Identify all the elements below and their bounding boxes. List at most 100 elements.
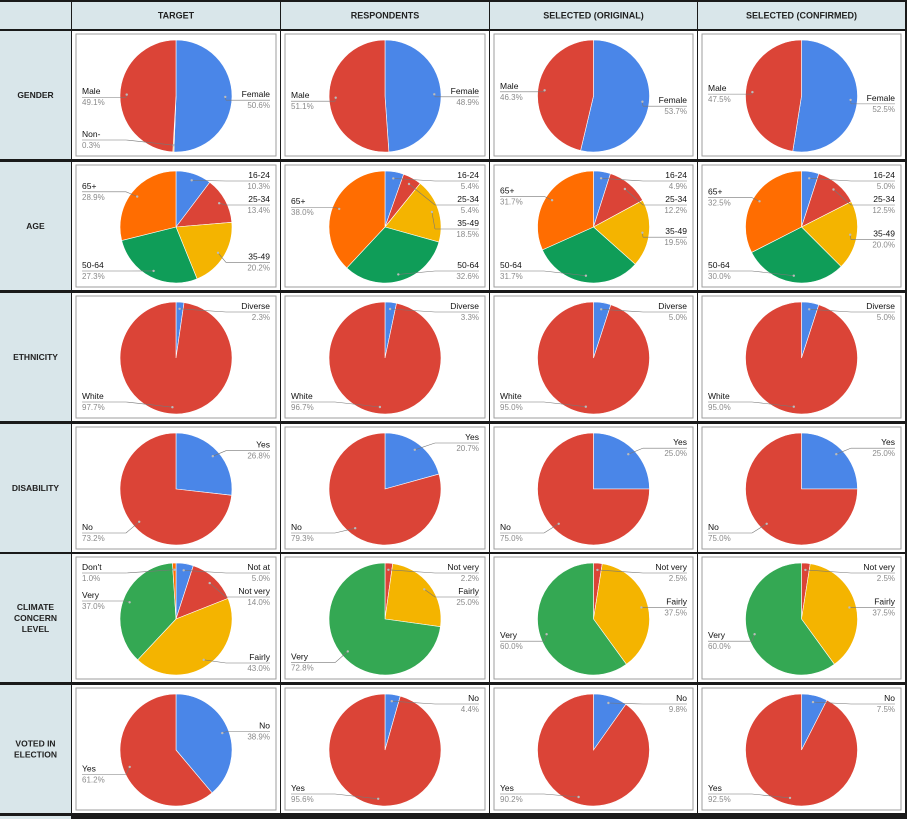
pie-slice: [121, 226, 198, 284]
leader-dot: [136, 195, 139, 198]
slice-percent: 37.0%: [82, 602, 105, 611]
column-header: RESPONDENTS: [351, 11, 420, 21]
leader-dot: [640, 606, 643, 609]
chart-border: [701, 295, 902, 419]
leader-dot: [792, 274, 795, 277]
slice-percent: 92.5%: [708, 795, 731, 804]
label-leader: [82, 191, 138, 197]
slice-label: Fairly: [458, 586, 480, 596]
leader-dot: [152, 269, 155, 273]
slice-percent: 37.5%: [872, 609, 895, 618]
leader-dot: [641, 100, 644, 103]
slice-label: No: [291, 522, 302, 532]
pie-slice: [119, 39, 177, 153]
pie-slice: [328, 170, 386, 269]
label-leader: [217, 252, 270, 263]
leader-dot: [765, 522, 768, 525]
slice-percent: 60.0%: [500, 642, 523, 651]
leader-dot: [172, 144, 175, 147]
slice-percent: 49.1%: [82, 98, 105, 107]
label-leader: [390, 308, 479, 313]
pie-slice: [346, 226, 440, 284]
leader-dot: [832, 188, 835, 191]
slice-percent: 31.7%: [500, 197, 523, 206]
leader-dot: [804, 568, 807, 572]
label-leader: [291, 651, 348, 664]
leader-dot: [208, 581, 211, 585]
slice-percent: 32.6%: [456, 272, 479, 281]
leader-dot: [792, 405, 795, 408]
slice-percent: 75.0%: [500, 534, 523, 543]
slice-label: Male: [708, 83, 727, 93]
label-leader: [836, 447, 895, 455]
leader-dot: [600, 308, 603, 311]
leader-dot: [218, 202, 221, 205]
pie-slice: [537, 693, 650, 807]
pie-slice: [384, 39, 442, 153]
slice-percent: 30.0%: [708, 272, 731, 281]
label-leader: [500, 793, 579, 798]
slice-label: No: [468, 693, 479, 703]
pie-slice: [175, 432, 233, 496]
slice-percent: 2.3%: [252, 313, 270, 322]
leader-dot: [641, 231, 644, 234]
slice-label: Not very: [655, 562, 687, 572]
slice-percent: 25.0%: [456, 598, 479, 607]
slice-label: Yes: [465, 432, 479, 442]
slice-percent: 20.0%: [872, 241, 895, 250]
slice-percent: 5.0%: [877, 182, 895, 191]
chart-border: [493, 164, 694, 288]
slice-label: White: [708, 391, 730, 401]
slice-label: Diverse: [450, 301, 479, 311]
pie-slice: [745, 170, 802, 253]
chart-border: [701, 426, 902, 550]
slice-percent: 95.0%: [500, 403, 523, 412]
label-leader: [708, 523, 767, 534]
slice-label: Don't: [82, 562, 102, 572]
chart-border: [75, 164, 277, 288]
slice-label: Fairly: [666, 597, 688, 607]
slice-percent: 5.4%: [461, 182, 479, 191]
label-leader: [179, 308, 270, 313]
label-leader: [500, 195, 553, 201]
pie-slice: [537, 562, 627, 676]
slice-percent: 50.6%: [247, 101, 270, 110]
slice-label: 35-49: [873, 229, 895, 239]
leader-dot: [171, 406, 174, 409]
leader-dot: [377, 797, 380, 800]
slice-label: No: [708, 522, 719, 532]
chart-border: [75, 687, 277, 811]
slice-label: No: [82, 522, 93, 532]
slice-percent: 32.5%: [708, 199, 731, 208]
leader-dot: [397, 273, 400, 276]
slice-label: 50-64: [457, 260, 479, 270]
pie-slice: [745, 562, 835, 676]
slice-percent: 90.2%: [500, 795, 523, 804]
slice-percent: 25.0%: [664, 449, 687, 458]
leader-dot: [543, 89, 546, 92]
slice-percent: 25.0%: [872, 449, 895, 458]
pie-slice: [580, 39, 650, 153]
leader-dot: [627, 453, 630, 456]
pie-slice: [172, 562, 177, 620]
label-leader: [291, 793, 379, 800]
slice-label: Very: [708, 630, 726, 640]
slice-label: Yes: [673, 437, 687, 447]
slice-label: 25-34: [248, 194, 270, 204]
slice-percent: 31.7%: [500, 272, 523, 281]
slice-label: 35-49: [248, 251, 270, 261]
chart-border: [701, 33, 902, 157]
slice-label: No: [884, 693, 895, 703]
leader-dot: [388, 307, 392, 311]
label-leader: [82, 569, 175, 574]
leader-dot: [338, 207, 341, 211]
leader-dot: [138, 520, 141, 523]
slice-percent: 12.2%: [664, 206, 687, 215]
column-header-cell: [698, 2, 905, 29]
label-leader: [408, 183, 479, 206]
pie-slice: [119, 170, 177, 241]
row-header-cell: [0, 424, 71, 552]
slice-label: No: [500, 522, 511, 532]
slice-percent: 5.4%: [461, 206, 479, 215]
label-leader: [414, 442, 479, 451]
